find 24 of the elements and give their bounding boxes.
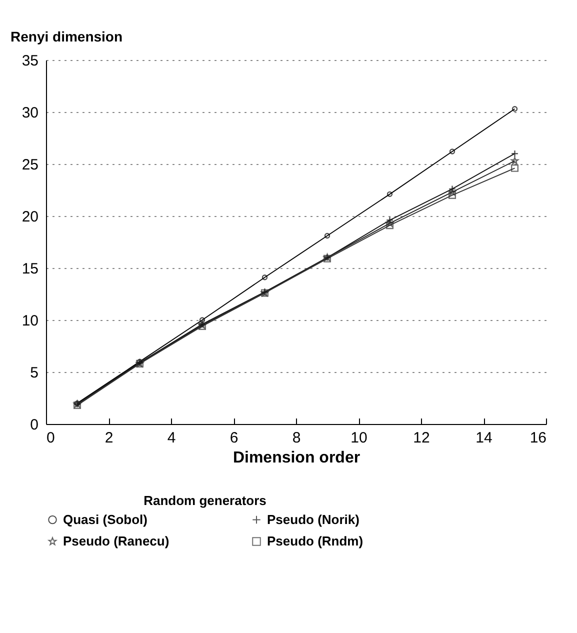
legend-title: Random generators bbox=[144, 493, 266, 508]
y-tick-label: 35 bbox=[22, 52, 38, 70]
x-tick-label: 8 bbox=[292, 430, 301, 446]
x-tick-label: 4 bbox=[167, 430, 176, 446]
y-tick-label: 25 bbox=[22, 156, 38, 174]
x-tick-label: 14 bbox=[476, 430, 492, 446]
x-tick-label: 0 bbox=[46, 430, 55, 446]
y-tick-label: 30 bbox=[22, 104, 38, 122]
legend-label: Quasi (Sobol) bbox=[63, 512, 148, 527]
y-tick-label: 0 bbox=[30, 416, 38, 434]
y-axis-title: Renyi dimension bbox=[10, 28, 123, 44]
y-tick-label: 5 bbox=[30, 364, 38, 382]
x-tick-label: 12 bbox=[413, 430, 430, 446]
x-axis-title: Dimension order bbox=[232, 450, 360, 466]
legend-label: Pseudo (Rndm) bbox=[267, 534, 364, 548]
y-tick-label: 10 bbox=[22, 312, 38, 330]
x-tick-label: 2 bbox=[104, 430, 114, 446]
x-tick-label: 6 bbox=[230, 430, 238, 446]
y-tick-label: 15 bbox=[22, 260, 38, 278]
y-tick-label: 20 bbox=[22, 208, 38, 226]
x-tick-label: 10 bbox=[350, 430, 368, 446]
legend-label: Pseudo (Norik) bbox=[267, 512, 360, 527]
legend-label: Pseudo (Ranecu) bbox=[63, 534, 170, 548]
x-tick-label: 16 bbox=[530, 430, 546, 446]
